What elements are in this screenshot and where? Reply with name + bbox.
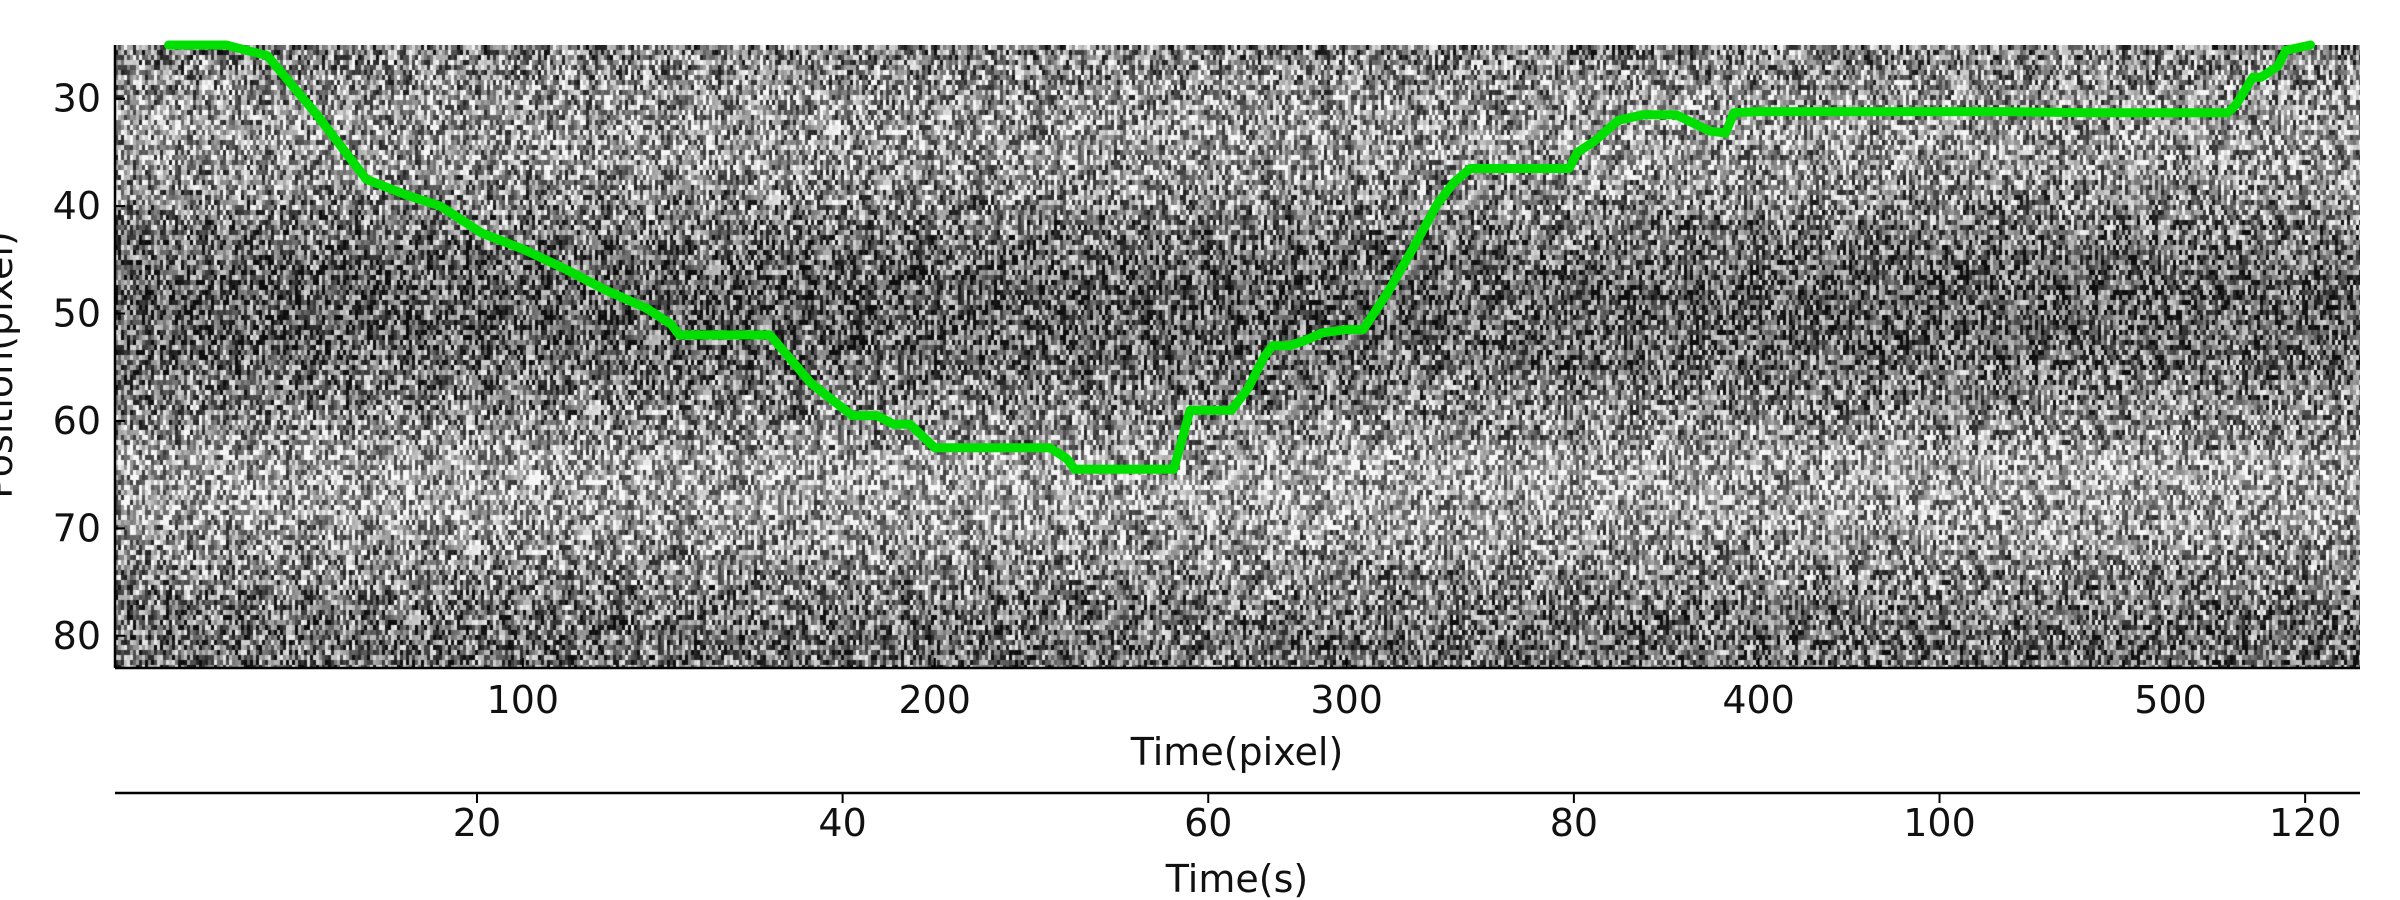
y-tick-label: 50 — [53, 292, 101, 336]
track-line-layer — [164, 40, 2316, 474]
x-tick-label: 200 — [898, 678, 971, 722]
y-tick-label: 40 — [53, 184, 101, 228]
tick-labels: 30 40 50 60 70 80 100 200 300 400 500 20 40 60 80 100 12… — [53, 77, 2342, 845]
x-tick-label: 100 — [487, 678, 560, 722]
y-axis-label: Position(pixel) — [0, 231, 21, 499]
kymograph-noise-image — [115, 45, 2360, 668]
secondary-x-tick-label: 100 — [1903, 801, 1976, 845]
secondary-x-tick-label: 120 — [2269, 801, 2342, 845]
secondary-x-axis-label: Time(s) — [1165, 857, 1308, 900]
y-tick-label: 80 — [53, 614, 101, 658]
secondary-x-tick-label: 80 — [1550, 801, 1598, 845]
series-line-0 — [164, 40, 2316, 474]
x-tick-label: 500 — [2134, 678, 2207, 722]
kymograph-image — [115, 45, 2360, 668]
y-tick-label: 30 — [53, 77, 101, 121]
secondary-x-tick-label: 40 — [818, 801, 866, 845]
axes — [113, 45, 2360, 803]
y-tick-label: 70 — [53, 506, 101, 550]
x-tick-label: 300 — [1310, 678, 1383, 722]
secondary-x-tick-label: 60 — [1184, 801, 1232, 845]
x-tick-label: 400 — [1722, 678, 1795, 722]
y-tick-label: 60 — [53, 399, 101, 443]
x-axis-label: Time(pixel) — [1130, 730, 1344, 774]
secondary-x-tick-label: 20 — [453, 801, 501, 845]
